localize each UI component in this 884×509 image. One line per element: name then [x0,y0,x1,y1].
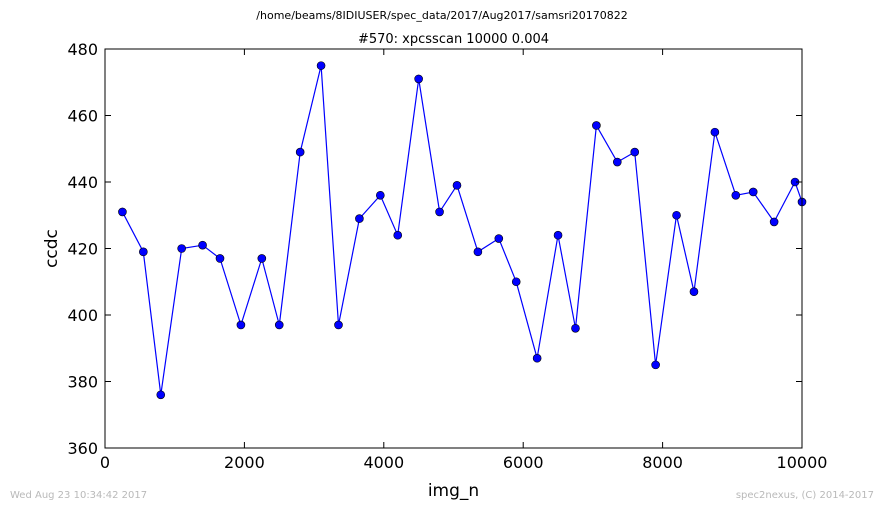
data-point [612,157,622,167]
data-point [769,217,779,227]
chart-title: #570: xpcsscan 10000 0.004 [358,32,549,47]
data-point [748,187,758,197]
axis-ticks: 0 2000 4000 6000 8000 10000 360 380 400 420 440 460… [67,40,827,472]
x-tick-label: 10000 [777,453,828,472]
figure-path-title: /home/beams/8IDIUSER/spec_data/2017/Aug2… [256,9,627,22]
data-point [511,277,521,287]
data-point [689,287,699,297]
data-point [355,214,364,223]
data-point [257,254,267,263]
y-tick-label: 440 [67,173,98,192]
y-tick-label: 480 [67,40,98,59]
x-tick-label: 2000 [224,453,265,472]
series-line [121,65,803,395]
y-axis-label: ccdc [42,229,62,268]
data-series [118,61,807,400]
data-point [177,244,186,253]
data-point [316,61,326,70]
data-point [334,320,343,330]
data-point [215,254,225,263]
x-tick-label: 0 [100,453,110,472]
data-point [236,320,246,330]
y-tick-label: 400 [67,306,98,325]
data-point [393,230,403,240]
data-point [731,191,741,200]
data-point [139,247,148,257]
x-tick-label: 8000 [642,453,683,472]
x-tick-label: 6000 [503,453,544,472]
y-tick-label: 420 [67,240,98,259]
data-point [118,207,127,217]
data-point [295,147,305,157]
x-axis-label: img_n [428,481,479,501]
data-point [630,147,640,157]
data-point [473,247,483,257]
data-point [452,181,462,190]
y-tick-label: 360 [67,439,98,458]
data-point [494,234,504,243]
data-point [532,353,542,363]
x-tick-label: 4000 [363,453,404,472]
timestamp-footer: Wed Aug 23 10:34:42 2017 [10,490,148,501]
y-tick-label: 460 [67,107,98,126]
data-point [274,320,284,330]
plot-frame [104,48,803,449]
y-tick-label: 380 [67,373,98,392]
data-point [592,121,601,130]
data-point [571,323,580,333]
data-point [553,230,563,240]
data-point [651,360,660,370]
data-point [156,390,166,400]
data-point [672,210,681,220]
data-point [710,127,720,137]
data-point [376,191,385,200]
data-point [198,240,207,250]
data-point [414,74,423,84]
credit-footer: spec2nexus, (C) 2014-2017 [735,490,874,501]
data-point [435,207,444,217]
